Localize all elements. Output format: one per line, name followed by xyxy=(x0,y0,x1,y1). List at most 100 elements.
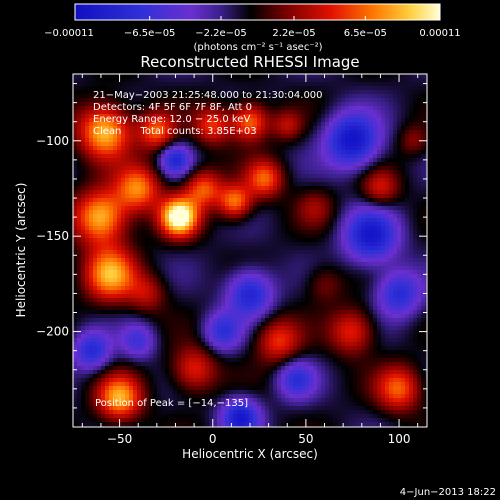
heatmap-cell xyxy=(405,242,410,247)
heatmap-cell xyxy=(225,142,230,147)
heatmap-cell xyxy=(105,194,110,199)
heatmap-cell xyxy=(121,118,126,123)
heatmap-cell xyxy=(105,114,110,119)
heatmap-cell xyxy=(261,182,266,187)
heatmap-cell xyxy=(89,154,94,159)
heatmap-cell xyxy=(197,130,202,135)
heatmap-cell xyxy=(193,146,198,151)
heatmap-cell xyxy=(153,230,158,235)
heatmap-cell xyxy=(125,290,130,295)
heatmap-cell xyxy=(153,226,158,231)
heatmap-cell xyxy=(401,258,406,263)
heatmap-cell xyxy=(261,246,266,251)
heatmap-cell xyxy=(337,210,342,215)
heatmap-cell xyxy=(305,282,310,287)
heatmap-cell xyxy=(113,246,118,251)
heatmap-cell xyxy=(349,158,354,163)
heatmap-cell xyxy=(241,78,246,83)
heatmap-cell xyxy=(329,118,334,123)
heatmap-cell xyxy=(241,174,246,179)
heatmap-cell xyxy=(309,82,314,87)
heatmap-cell xyxy=(109,234,114,239)
heatmap-cell xyxy=(377,90,382,95)
heatmap-cell xyxy=(369,230,374,235)
heatmap-cell xyxy=(101,266,106,271)
heatmap-cell xyxy=(421,270,426,275)
heatmap-cell xyxy=(113,290,118,295)
heatmap-cell xyxy=(313,110,318,115)
heatmap-cell xyxy=(345,254,350,259)
heatmap-cell xyxy=(397,122,402,127)
heatmap-cell xyxy=(193,194,198,199)
heatmap-cell xyxy=(145,178,150,183)
heatmap-cell xyxy=(249,250,254,255)
heatmap-cell xyxy=(289,218,294,223)
heatmap-cell xyxy=(153,78,158,83)
heatmap-cell xyxy=(217,274,222,279)
heatmap-cell xyxy=(333,210,338,215)
heatmap-cell xyxy=(129,102,134,107)
heatmap-cell xyxy=(233,230,238,235)
heatmap-cell xyxy=(401,294,406,299)
heatmap-cell xyxy=(77,210,82,215)
heatmap-cell xyxy=(265,274,270,279)
heatmap-cell xyxy=(265,122,270,127)
heatmap-cell xyxy=(153,262,158,267)
heatmap-cell xyxy=(421,198,426,203)
heatmap-cell xyxy=(225,234,230,239)
heatmap-cell xyxy=(377,230,382,235)
heatmap-cell xyxy=(109,226,114,231)
heatmap-cell xyxy=(253,158,258,163)
heatmap-cell xyxy=(265,174,270,179)
heatmap-cell xyxy=(217,106,222,111)
heatmap-cell xyxy=(297,166,302,171)
heatmap-cell xyxy=(221,182,226,187)
heatmap-cell xyxy=(413,206,418,211)
heatmap-cell xyxy=(173,190,178,195)
heatmap-cell xyxy=(253,110,258,115)
heatmap-cell xyxy=(77,186,82,191)
heatmap-cell xyxy=(189,74,194,79)
heatmap-cell xyxy=(409,234,414,239)
heatmap-cell xyxy=(241,246,246,251)
heatmap-cell xyxy=(333,138,338,143)
heatmap-cell xyxy=(409,190,414,195)
heatmap-cell xyxy=(93,222,98,227)
heatmap-cell xyxy=(325,94,330,99)
heatmap-cell xyxy=(105,266,110,271)
heatmap-cell xyxy=(237,262,242,267)
heatmap-cell xyxy=(293,118,298,123)
heatmap-cell xyxy=(409,110,414,115)
heatmap-cell xyxy=(269,118,274,123)
heatmap-cell xyxy=(361,234,366,239)
heatmap-cell xyxy=(417,278,422,283)
heatmap-cell xyxy=(165,154,170,159)
heatmap-cell xyxy=(345,206,350,211)
heatmap-cell xyxy=(289,142,294,147)
heatmap-cell xyxy=(197,154,202,159)
heatmap-cell xyxy=(101,162,106,167)
heatmap-cell xyxy=(341,166,346,171)
heatmap-cell xyxy=(217,150,222,155)
heatmap-cell xyxy=(145,290,150,295)
heatmap-cell xyxy=(221,90,226,95)
heatmap-cell xyxy=(185,210,190,215)
heatmap-cell xyxy=(133,162,138,167)
heatmap-cell xyxy=(269,222,274,227)
heatmap-cell xyxy=(173,258,178,263)
heatmap-cell xyxy=(345,154,350,159)
heatmap-cell xyxy=(361,266,366,271)
heatmap-cell xyxy=(405,122,410,127)
heatmap-cell xyxy=(345,110,350,115)
heatmap-cell xyxy=(269,246,274,251)
heatmap-cell xyxy=(369,202,374,207)
heatmap-cell xyxy=(277,138,282,143)
heatmap-cell xyxy=(101,106,106,111)
heatmap-cell xyxy=(105,190,110,195)
heatmap-cell xyxy=(109,242,114,247)
heatmap-cell xyxy=(377,174,382,179)
heatmap-cell xyxy=(345,106,350,111)
heatmap-cell xyxy=(345,166,350,171)
heatmap-cell xyxy=(109,82,114,87)
heatmap-cell xyxy=(341,130,346,135)
